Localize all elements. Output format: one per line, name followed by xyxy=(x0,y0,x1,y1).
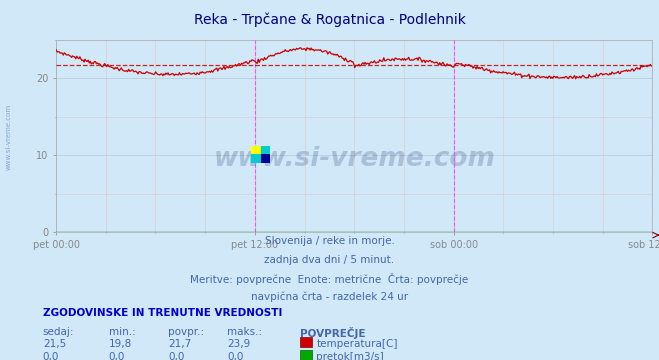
Text: 0,0: 0,0 xyxy=(168,352,185,360)
Text: www.si-vreme.com: www.si-vreme.com xyxy=(214,146,495,172)
Text: navpična črta - razdelek 24 ur: navpična črta - razdelek 24 ur xyxy=(251,292,408,302)
Text: zadnja dva dni / 5 minut.: zadnja dva dni / 5 minut. xyxy=(264,255,395,265)
Text: 0,0: 0,0 xyxy=(109,352,125,360)
Text: Reka - Trpčane & Rogatnica - Podlehnik: Reka - Trpčane & Rogatnica - Podlehnik xyxy=(194,13,465,27)
Text: min.:: min.: xyxy=(109,327,136,337)
Text: temperatura[C]: temperatura[C] xyxy=(316,339,398,350)
Text: 21,7: 21,7 xyxy=(168,339,191,350)
Text: pretok[m3/s]: pretok[m3/s] xyxy=(316,352,384,360)
Text: www.si-vreme.com: www.si-vreme.com xyxy=(5,104,12,170)
Text: povpr.:: povpr.: xyxy=(168,327,204,337)
Text: 21,5: 21,5 xyxy=(43,339,66,350)
Text: 0,0: 0,0 xyxy=(43,352,59,360)
Text: 0,0: 0,0 xyxy=(227,352,244,360)
Text: Meritve: povprečne  Enote: metrične  Črta: povprečje: Meritve: povprečne Enote: metrične Črta:… xyxy=(190,273,469,285)
Text: 23,9: 23,9 xyxy=(227,339,250,350)
Text: sedaj:: sedaj: xyxy=(43,327,74,337)
Text: ZGODOVINSKE IN TRENUTNE VREDNOSTI: ZGODOVINSKE IN TRENUTNE VREDNOSTI xyxy=(43,308,282,318)
Text: Slovenija / reke in morje.: Slovenija / reke in morje. xyxy=(264,236,395,246)
Text: POVPREČJE: POVPREČJE xyxy=(300,327,365,338)
Text: maks.:: maks.: xyxy=(227,327,262,337)
Text: 19,8: 19,8 xyxy=(109,339,132,350)
